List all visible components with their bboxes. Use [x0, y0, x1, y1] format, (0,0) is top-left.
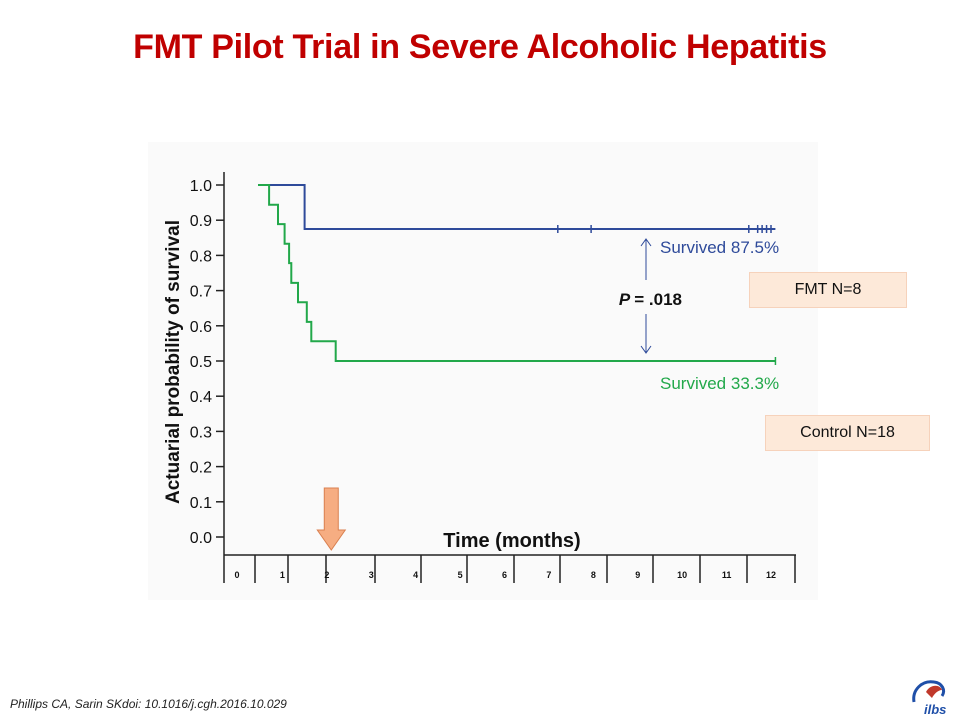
p-arrow-up-head [640, 238, 652, 247]
y-tick-label: 0.7 [190, 284, 212, 301]
x-tick-label: 2 [324, 570, 329, 580]
x-tick-label: 7 [546, 570, 551, 580]
y-tick-label: 0.2 [190, 460, 212, 477]
series-control-line [258, 184, 776, 362]
y-tick-label: 0.0 [190, 530, 212, 547]
x-ticks: 0 1 2 3 4 5 6 7 8 9 10 11 12 [223, 555, 796, 583]
x-tick-label: 11 [722, 570, 732, 580]
citation-text: Phillips CA, Sarin SKdoi: 10.1016/j.cgh.… [10, 697, 287, 711]
x-tick-label: 4 [413, 570, 418, 580]
x-tick-label: 3 [369, 570, 374, 580]
intervention-arrow-icon [316, 487, 347, 551]
y-tick-label: 0.3 [190, 424, 212, 441]
x-axis-label: Time (months) [443, 530, 580, 552]
p-number: = .018 [634, 290, 682, 309]
y-tick-label: 0.5 [190, 354, 212, 371]
control-survival-label: Survived 33.3% [660, 374, 779, 393]
series-group [258, 184, 777, 365]
y-tick-label: 0.1 [190, 495, 212, 512]
y-tick-label: 0.8 [190, 248, 212, 265]
ilbs-logo: ilbs [912, 680, 946, 717]
x-tick-label: 10 [677, 570, 687, 580]
y-tick-label: 0.6 [190, 319, 212, 336]
slide-title: FMT Pilot Trial in Severe Alcoholic Hepa… [133, 28, 827, 66]
x-tick-label: 12 [766, 570, 776, 580]
x-tick-label: 0 [234, 570, 239, 580]
p-value-label: P = .018 [619, 290, 682, 309]
control-count-box: Control N=18 [765, 415, 930, 451]
chart-panel [148, 142, 818, 600]
p-symbol: P [619, 290, 631, 309]
y-tick-label: 1.0 [190, 178, 212, 195]
x-tick-label: 8 [591, 570, 596, 580]
y-tick-label: 0.9 [190, 213, 212, 230]
fmt-survival-label: Survived 87.5% [660, 238, 779, 257]
logo-text: ilbs [924, 702, 946, 717]
y-axis-label: Actuarial probability of survival [163, 220, 184, 504]
series-fmt-line [258, 184, 776, 230]
p-arrow-down-head [640, 345, 652, 354]
x-tick-label: 1 [280, 570, 285, 580]
y-ticks: 0.0 0.1 0.2 0.3 0.4 0.5 0.6 0.7 0.8 0.9 1.0 [190, 178, 224, 547]
y-tick-label: 0.4 [190, 389, 212, 406]
x-tick-label: 9 [635, 570, 640, 580]
x-tick-label: 5 [458, 570, 463, 580]
fmt-count-box: FMT N=8 [749, 272, 907, 308]
x-tick-label: 6 [502, 570, 507, 580]
